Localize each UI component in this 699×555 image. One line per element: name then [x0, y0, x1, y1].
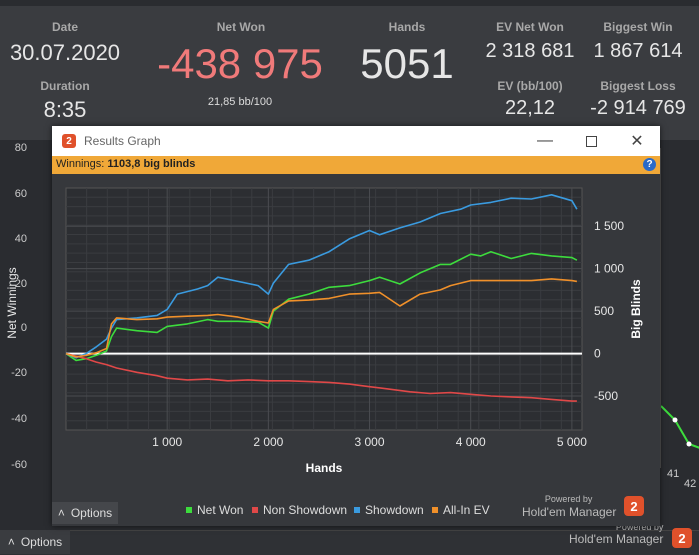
net-won-bb100: 21,85 bb/100	[207, 96, 273, 108]
legend-label: Showdown	[365, 503, 424, 517]
biggest-win-label: Biggest Win	[603, 20, 673, 34]
y-tick-label: 0	[594, 347, 601, 361]
window-title: Results Graph	[84, 134, 161, 148]
top-strip	[0, 0, 699, 6]
maximize-icon	[585, 135, 597, 147]
biggest-win-value: 1 867 614	[593, 40, 683, 62]
net-won-label: Net Won	[216, 20, 266, 34]
chevron-up-icon: ˄	[7, 535, 15, 549]
y-tick-label: 500	[594, 304, 614, 318]
duration-value: 8:35	[43, 97, 87, 122]
legend-all-in-ev[interactable]: All-In EV	[432, 503, 490, 517]
results-graph-window: 2 Results Graph — ✕ Winnings: 1103,8 big…	[52, 126, 660, 526]
bg-x-tick: 42	[684, 478, 697, 490]
legend-swatch-non-showdown	[252, 507, 258, 513]
close-button[interactable]: ✕	[614, 126, 660, 156]
legend-label: Net Won	[197, 503, 244, 517]
x-axis-title: Hands	[306, 461, 343, 475]
bg-y-tick: -40	[11, 413, 27, 425]
legend-label: All-In EV	[443, 503, 490, 517]
series-line-net-won	[65, 250, 578, 362]
legend-swatch-showdown	[354, 507, 360, 513]
bg-y-tick: 20	[14, 278, 27, 290]
powered-by-text: Powered by	[615, 522, 664, 532]
background-right-panel	[660, 148, 699, 468]
hem-logo-icon: 2	[672, 528, 692, 548]
winnings-text: Winnings: 1103,8 big blinds	[56, 158, 195, 170]
biggest-loss-label: Biggest Loss	[600, 79, 676, 93]
options-label: Options	[70, 506, 113, 520]
options-label: Options	[20, 535, 63, 549]
bg-y-tick: 40	[14, 233, 27, 245]
winnings-label: Winnings:	[56, 158, 105, 170]
legend-non-showdown[interactable]: Non Showdown	[252, 503, 347, 517]
minimize-button[interactable]: —	[522, 126, 568, 156]
y-axis-title-right: Big Blinds	[629, 279, 643, 339]
x-tick-label: 4 000	[456, 435, 486, 449]
powered-by: Powered by Hold'em Manager	[522, 494, 616, 519]
legend-net-won[interactable]: Net Won	[186, 503, 243, 517]
hem-logo-icon: 2	[624, 496, 644, 516]
results-line-chart: 1 000 2 000 3 000 4 000 5 000 1 500 1 000 500 0 -…	[65, 187, 643, 475]
bg-x-tick: 41	[667, 468, 680, 480]
biggest-loss-value: -2 914 769	[590, 97, 686, 119]
series-line-non-showdown	[65, 352, 577, 402]
dialog-options-button[interactable]: ˄ Options	[52, 502, 118, 524]
bg-y-tick: 60	[14, 188, 27, 200]
chevron-up-icon: ˄	[57, 506, 65, 520]
session-stats-panel: Date 30.07.2020 Duration 8:35 Net Won -4…	[0, 0, 699, 140]
x-tick-label: 3 000	[355, 435, 385, 449]
bg-y-tick: -60	[11, 459, 27, 471]
ev-net-won-label: EV Net Won	[496, 20, 564, 34]
background-mini-line	[660, 405, 699, 449]
y-tick-label: 1 500	[594, 219, 624, 233]
brand-text: Hold'em Manager	[569, 532, 664, 546]
y-tick-label: -500	[594, 389, 618, 403]
hands-label: Hands	[388, 20, 426, 34]
minimize-icon: —	[537, 132, 553, 149]
close-icon: ✕	[630, 133, 644, 150]
series-line-showdown	[65, 193, 578, 359]
date-value: 30.07.2020	[9, 40, 121, 65]
options-button[interactable]: ˄ Options	[0, 530, 70, 554]
brand-text: Hold'em Manager	[522, 505, 617, 519]
x-tick-label: 2 000	[253, 435, 283, 449]
bottom-bar	[0, 530, 699, 555]
title-bar[interactable]: 2 Results Graph — ✕	[52, 126, 660, 156]
net-won-value: -438 975	[157, 40, 323, 87]
ev-bb100-label: EV (bb/100)	[497, 79, 563, 93]
legend-label: Non Showdown	[263, 503, 348, 517]
powered-by-bottom: Powered by Hold'em Manager	[569, 522, 663, 546]
ev-net-won-value: 2 318 681	[485, 40, 575, 62]
bg-y-tick: 0	[20, 322, 27, 334]
duration-label: Duration	[40, 79, 90, 93]
app-logo-icon: 2	[62, 134, 76, 148]
x-tick-label: 1 000	[152, 435, 182, 449]
legend-swatch-net-won	[186, 507, 192, 513]
ev-bb100-value: 22,12	[504, 97, 556, 119]
series-line-all-in-ev	[65, 278, 578, 358]
legend-showdown[interactable]: Showdown	[354, 503, 424, 517]
x-tick-label: 5 000	[557, 435, 587, 449]
legend-swatch-all-in-ev	[432, 507, 438, 513]
hands-value: 5051	[360, 40, 454, 87]
help-icon[interactable]: ?	[643, 158, 656, 171]
date-label: Date	[51, 20, 78, 34]
winnings-bar: Winnings: 1103,8 big blinds ?	[52, 156, 660, 174]
powered-by-text: Powered by	[544, 494, 593, 504]
bg-y-tick: 80	[14, 142, 27, 154]
bg-y-tick: -20	[11, 367, 27, 379]
maximize-button[interactable]	[568, 126, 614, 156]
y-axis-title-left: Net Winnings	[5, 267, 19, 339]
y-tick-label: 1 000	[594, 262, 624, 276]
winnings-value: 1103,8 big blinds	[107, 158, 196, 170]
